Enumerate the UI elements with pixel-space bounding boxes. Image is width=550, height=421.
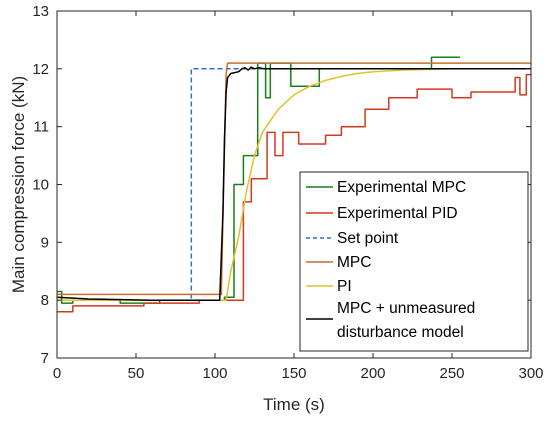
series-layer <box>56 56 531 313</box>
x-axis-label: Time (s) <box>263 395 325 414</box>
x-tick-label: 200 <box>360 365 385 382</box>
legend-label-set-point: Set point <box>337 230 399 247</box>
x-tick-label: 300 <box>518 365 543 382</box>
y-tick-label: 9 <box>41 234 49 251</box>
axes-layer: 0 50 100 150 200 250 300 7 8 9 10 11 12 13 Time (s) Mai… <box>9 3 544 414</box>
x-tick-label: 100 <box>202 365 227 382</box>
x-tick-label: 0 <box>53 365 61 382</box>
legend-label-mpc-disturbance-line2: disturbance model <box>337 324 464 341</box>
legend-label-mpc-disturbance-line1: MPC + unmeasured <box>337 300 475 317</box>
x-tick-label: 50 <box>128 365 145 382</box>
legend: Experimental MPC Experimental PID Set po… <box>299 171 529 352</box>
legend-label-mpc: MPC <box>337 254 371 271</box>
legend-box <box>299 171 529 352</box>
legend-label-pi: PI <box>337 278 352 295</box>
y-tick-label: 10 <box>32 177 49 194</box>
y-axis-label: Main compression force (kN) <box>9 76 28 293</box>
y-tick-label: 8 <box>41 292 49 309</box>
legend-label-experimental-mpc: Experimental MPC <box>337 179 466 196</box>
y-tick-label: 12 <box>32 61 49 78</box>
legend-label-experimental-pid: Experimental PID <box>337 205 458 222</box>
series-line-pi <box>57 68 531 301</box>
y-tick-label: 11 <box>33 119 49 136</box>
x-tick-label: 250 <box>439 365 464 382</box>
x-tick-label: 150 <box>281 365 306 382</box>
y-tick-label: 7 <box>41 350 49 367</box>
series-line-mpc-unmeasured-disturbance-model <box>56 66 531 301</box>
series-line-mpc <box>57 62 531 296</box>
y-tick-label: 13 <box>32 3 49 20</box>
